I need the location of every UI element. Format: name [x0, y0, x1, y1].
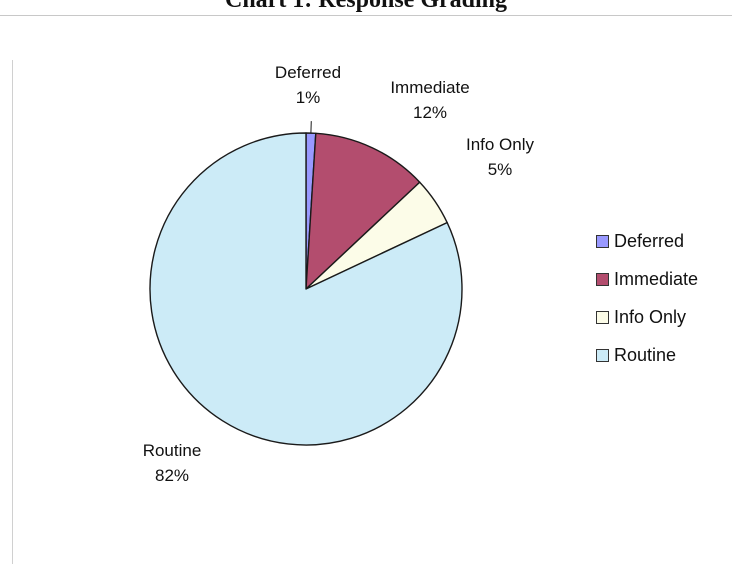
data-label-info-only-value: 5%: [487, 160, 513, 179]
legend-label-info-only: Info Only: [614, 306, 687, 327]
legend-item-routine: Routine: [596, 336, 698, 374]
legend-item-immediate: Immediate: [596, 260, 698, 298]
pie-slice-routine: [149, 132, 463, 446]
data-label-routine: Routine 82%: [122, 438, 222, 488]
left-border-line: [12, 60, 13, 564]
data-label-deferred: Deferred 1%: [258, 60, 358, 110]
pie-slice-immediate: [305, 132, 421, 290]
data-label-deferred-value: 1%: [295, 88, 321, 107]
legend-swatch-routine: [596, 348, 609, 362]
data-label-immediate-value: 12%: [412, 103, 448, 122]
data-label-immediate-name: Immediate: [390, 78, 470, 97]
legend-label-immediate: Immediate: [614, 268, 699, 289]
legend-swatch-immediate: [596, 272, 609, 286]
pie-slices: [149, 132, 463, 446]
title-divider: [0, 15, 732, 16]
legend-label-routine: Routine: [614, 344, 677, 365]
legend: Deferred Immediate Info Only Routine: [596, 222, 698, 374]
data-label-info-only: Info Only 5%: [445, 132, 555, 182]
legend-label-deferred: Deferred: [614, 230, 685, 251]
legend-swatch-deferred: [596, 234, 609, 248]
legend-item-info-only: Info Only: [596, 298, 698, 336]
data-label-immediate: Immediate 12%: [375, 75, 485, 125]
data-label-info-only-name: Info Only: [465, 135, 535, 154]
chart-title: Chart 1: Response Grading: [224, 0, 507, 13]
data-label-routine-value: 82%: [154, 466, 190, 485]
data-label-deferred-name: Deferred: [274, 63, 342, 82]
legend-item-deferred: Deferred: [596, 222, 698, 260]
legend-swatch-info-only: [596, 310, 609, 324]
data-label-routine-name: Routine: [142, 441, 202, 460]
